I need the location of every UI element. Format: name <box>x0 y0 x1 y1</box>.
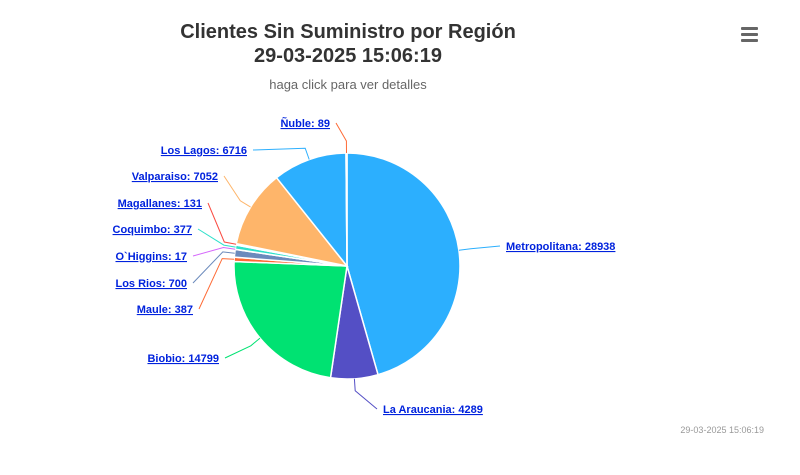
connector-line-2 <box>224 337 261 359</box>
chart-title-datetime: 29-03-2025 15:06:19 <box>254 45 442 67</box>
data-label-6[interactable]: Coquimbo: 377 <box>113 224 192 236</box>
chart-subtitle: haga click para ver detalles <box>269 77 427 92</box>
data-label-3[interactable]: Maule: 387 <box>137 304 193 316</box>
connector-line-8 <box>223 175 251 208</box>
connector-line-4 <box>192 251 235 284</box>
pie-slice-8[interactable] <box>235 176 349 268</box>
connector-line-1 <box>353 378 378 410</box>
data-label-10[interactable]: Ñuble: 89 <box>280 117 330 130</box>
data-label-1[interactable]: La Araucania: 4289 <box>383 404 483 416</box>
data-label-7[interactable]: Magallanes: 131 <box>118 198 202 210</box>
footer-timestamp: 29-03-2025 15:06:19 <box>680 425 764 435</box>
chart-title: Clientes Sin Suministro por Región 29-03… <box>0 20 696 68</box>
pie-slice-2[interactable] <box>233 260 348 379</box>
pie-slice-0[interactable] <box>346 152 461 376</box>
pie-slice-10[interactable] <box>345 152 348 267</box>
chart-title-text: Clientes Sin Suministro por Región <box>180 21 516 43</box>
pie-slice-9[interactable] <box>275 152 348 269</box>
data-label-9[interactable]: Los Lagos: 6716 <box>161 145 247 157</box>
data-label-4[interactable]: Los Rios: 700 <box>115 278 187 290</box>
hamburger-menu-icon[interactable] <box>736 24 762 46</box>
connector-line-10 <box>335 122 347 154</box>
data-label-8[interactable]: Valparaiso: 7052 <box>132 171 218 183</box>
data-label-0[interactable]: Metropolitana: 28938 <box>506 241 615 253</box>
connector-line-7 <box>207 202 237 245</box>
connector-line-9 <box>252 147 310 160</box>
data-label-5[interactable]: O`Higgins: 17 <box>115 251 187 263</box>
connector-line-0 <box>458 245 501 251</box>
connector-line-5 <box>192 246 236 257</box>
data-label-2[interactable]: Biobio: 14799 <box>147 353 219 365</box>
connector-line-6 <box>197 228 236 248</box>
connector-line-3 <box>198 258 235 310</box>
